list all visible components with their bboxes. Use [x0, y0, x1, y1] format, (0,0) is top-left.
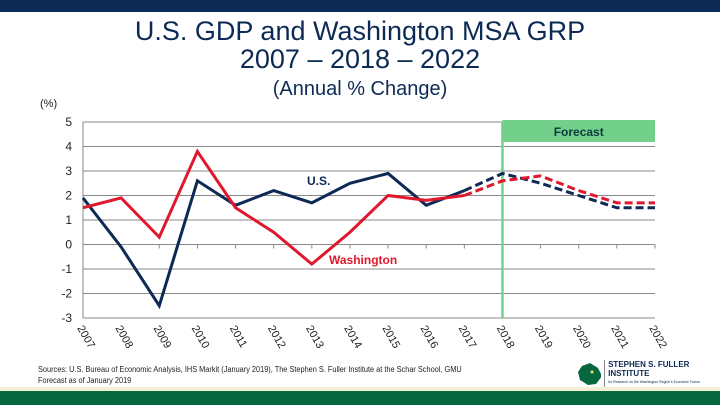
us-series-label: U.S.: [307, 174, 330, 188]
title-line-1: U.S. GDP and Washington MSA GRP: [134, 16, 586, 46]
y-tick-label: 2: [65, 189, 72, 203]
y-tick-label: 3: [65, 164, 72, 178]
y-axis-label: (%): [40, 98, 57, 110]
sources-text: Sources: U.S. Bureau of Economic Analysi…: [38, 365, 462, 374]
y-tick-label: 5: [65, 115, 72, 129]
title-line-2: 2007 – 2018 – 2022: [239, 44, 481, 74]
region-map-icon: [578, 362, 602, 385]
forecast-label: Forecast: [554, 125, 604, 139]
washington-series-label: Washington: [329, 253, 397, 267]
x-tick-label: 2008: [113, 324, 136, 351]
x-tick-label: 2013: [303, 324, 326, 351]
y-tick-label: 1: [65, 213, 72, 227]
x-tick-label: 2011: [227, 324, 249, 350]
x-tick-label: 2021: [608, 324, 631, 351]
footer-stripe: [0, 387, 720, 391]
bottom-banner: [0, 391, 720, 405]
x-tick-label: 2018: [494, 324, 517, 351]
x-tick-label: 2014: [341, 324, 364, 351]
top-banner: [0, 0, 720, 12]
y-tick-label: -3: [61, 311, 72, 325]
x-tick-label: 2019: [532, 324, 555, 351]
x-tick-label: 2007: [74, 324, 97, 351]
y-tick-label: -1: [61, 262, 72, 276]
y-tick-label: -2: [61, 287, 72, 301]
y-tick-label: 4: [65, 140, 72, 154]
forecast-banner: [502, 120, 655, 142]
x-tick-label: 2009: [151, 324, 174, 351]
title-line-3: (Annual % Change): [272, 78, 448, 100]
x-tick-label: 2015: [379, 324, 402, 351]
y-tick-label: 0: [65, 238, 72, 252]
x-tick-label: 2022: [646, 324, 669, 351]
x-tick-label: 2010: [189, 324, 212, 351]
fuller-institute-logo: STEPHEN S. FULLER INSTITUTE for Research …: [576, 360, 720, 387]
washington-forecast-line: [463, 174, 655, 205]
x-tick-label: 2017: [456, 324, 479, 351]
x-tick-label: 2020: [570, 324, 593, 351]
sources-note: Sources: U.S. Bureau of Economic Analysi…: [38, 364, 462, 386]
x-tick-label: 2016: [418, 324, 441, 351]
x-tick-label: 2012: [265, 324, 288, 351]
us-actual-line: [81, 171, 465, 310]
us-forecast-line: [463, 171, 655, 210]
forecast-note: Forecast as of January 2019: [38, 376, 132, 385]
